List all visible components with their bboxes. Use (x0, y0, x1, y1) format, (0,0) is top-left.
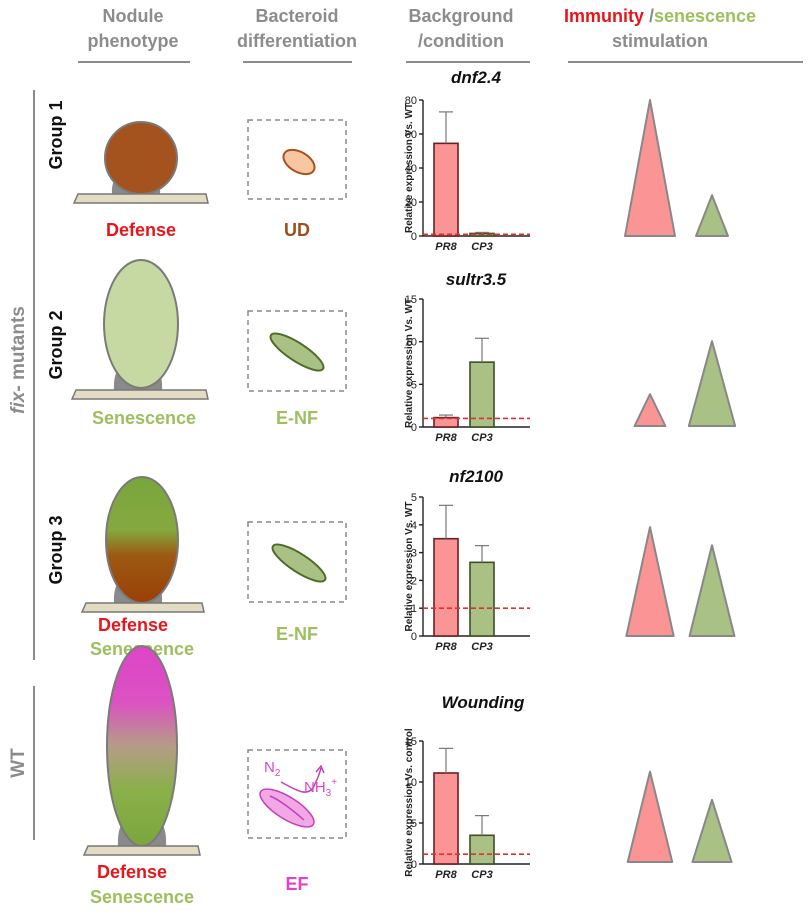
header-nodule-phenotype: Nodule phenotype (78, 6, 190, 63)
svg-text:WT: WT (8, 748, 29, 778)
header-stimulation: Immunity /senescence stimulation (564, 6, 803, 63)
stimulation-group-2 (633, 340, 737, 427)
header-background-condition: Background /condition (406, 6, 530, 63)
y-tick-label: 10 (405, 777, 417, 789)
stimulation-wt (626, 770, 733, 863)
y-tick-label: 1 (411, 603, 417, 615)
bar-pr8 (433, 416, 459, 428)
bar-pr8 (433, 142, 459, 237)
fix-mutants-bracket: fix- mutants (8, 90, 35, 660)
y-tick-label: 3 (411, 548, 417, 560)
immunity-triangle (633, 393, 667, 427)
chart-title: nf2100 (449, 467, 503, 486)
y-tick-label: 5 (411, 818, 417, 830)
svg-text:Defense: Defense (97, 862, 167, 882)
nodule-group-1: Defense (72, 121, 209, 240)
y-tick-label: 60 (405, 129, 417, 141)
category-label: PR8 (435, 432, 457, 444)
bar-cp3 (469, 834, 495, 865)
svg-text:Nodule: Nodule (103, 6, 164, 26)
svg-text:differentiation: differentiation (237, 31, 357, 51)
stimulation-group-1 (624, 99, 729, 237)
group-2-label: Group 2 (46, 310, 66, 379)
y-tick-label: 5 (411, 379, 417, 391)
immunity-triangle (625, 526, 675, 637)
chart-ylabel: Relative expression Vs. WT (404, 298, 415, 428)
stimulation-group-3 (625, 526, 736, 637)
wt-bracket: WT (8, 686, 35, 840)
nodule-group-3: Defense Senescence (80, 476, 205, 659)
chart-sultr3-5: sultr3.5 Relative expression Vs. WT0 5 10 15… (404, 270, 530, 444)
svg-text:phenotype: phenotype (87, 31, 178, 51)
y-tick-label: 0 (411, 231, 417, 243)
svg-text:UD: UD (284, 220, 310, 240)
bar-pr8 (433, 772, 459, 865)
category-label: CP3 (471, 869, 492, 881)
category-label: PR8 (435, 241, 457, 253)
y-tick-label: 15 (405, 294, 417, 306)
category-label: PR8 (435, 641, 457, 653)
svg-text:Senescence: Senescence (92, 408, 196, 428)
y-tick-label: 0 (411, 859, 417, 871)
y-tick-label: 15 (405, 736, 417, 748)
y-tick-label: 20 (405, 197, 417, 209)
svg-text:Senescence: Senescence (90, 887, 194, 907)
chart-wounding: Wounding Relative expression Vs. control0… (404, 693, 530, 881)
svg-text:Defense: Defense (98, 615, 168, 635)
svg-text:NH3+: NH3+ (304, 777, 337, 799)
chart-ylabel: Relative expression Vs. WT (404, 501, 415, 631)
bar-pr8 (433, 537, 459, 637)
chart-title: Wounding (442, 693, 525, 712)
chart-nf2100: nf2100 Relative expression Vs. WT0 1 2 3 4 5 PR… (404, 467, 530, 653)
y-tick-label: 10 (405, 337, 417, 349)
bacteroid-box-enf-group-3: E-NF (247, 521, 347, 644)
y-tick-label: 5 (411, 492, 417, 504)
svg-text:N2: N2 (264, 759, 281, 779)
y-tick-label: 40 (405, 163, 417, 175)
chart-ylabel: Relative expression Vs. WT (404, 103, 415, 233)
svg-text:stimulation: stimulation (612, 31, 708, 51)
senescence-triangle (688, 544, 736, 637)
svg-text:fix- mutants: fix- mutants (8, 306, 29, 414)
y-tick-label: 4 (411, 520, 417, 532)
bacteroid-box-ud: UD (247, 119, 347, 240)
group-1-label: Group 1 (46, 100, 66, 169)
group-3-label: Group 3 (46, 515, 66, 584)
bacteroid-box-ef: N2 NH3+ EF (247, 749, 347, 894)
svg-text:E-NF: E-NF (276, 408, 318, 428)
svg-text:Bacteroid: Bacteroid (255, 6, 338, 26)
chart-title: sultr3.5 (446, 270, 507, 289)
bacteroid-box-enf-group-2: E-NF (247, 310, 347, 428)
svg-text:E-NF: E-NF (276, 624, 318, 644)
chart-dnf2-4: dnf2.4 Relative expression Vs. WT0 20 40 60 8… (404, 68, 530, 253)
y-tick-label: 2 (411, 575, 417, 587)
senescence-triangle (691, 798, 733, 863)
senescence-triangle (687, 340, 737, 427)
bar-cp3 (469, 561, 495, 637)
category-label: CP3 (471, 241, 492, 253)
y-tick-label: 80 (405, 95, 417, 107)
senescence-triangle (695, 194, 729, 237)
immunity-triangle (624, 99, 676, 237)
y-tick-label: 0 (411, 631, 417, 643)
svg-text:EF: EF (285, 874, 308, 894)
chart-title: dnf2.4 (451, 68, 502, 87)
svg-text:Defense: Defense (106, 220, 176, 240)
nodule-wt: Defense Senescence (82, 645, 201, 907)
category-label: CP3 (471, 641, 492, 653)
svg-text:/condition: /condition (418, 31, 504, 51)
svg-text:Background: Background (408, 6, 513, 26)
header-bacteroid-differentiation: Bacteroid differentiation (237, 6, 357, 63)
y-tick-label: 0 (411, 422, 417, 434)
category-label: CP3 (471, 432, 492, 444)
immunity-triangle (626, 770, 674, 863)
category-label: PR8 (435, 869, 457, 881)
chart-ylabel: Relative expression Vs. control (404, 728, 415, 877)
svg-text:Immunity /senescence: Immunity /senescence (564, 6, 756, 26)
bar-cp3 (469, 361, 495, 428)
nodule-group-2: Senescence (70, 259, 209, 428)
